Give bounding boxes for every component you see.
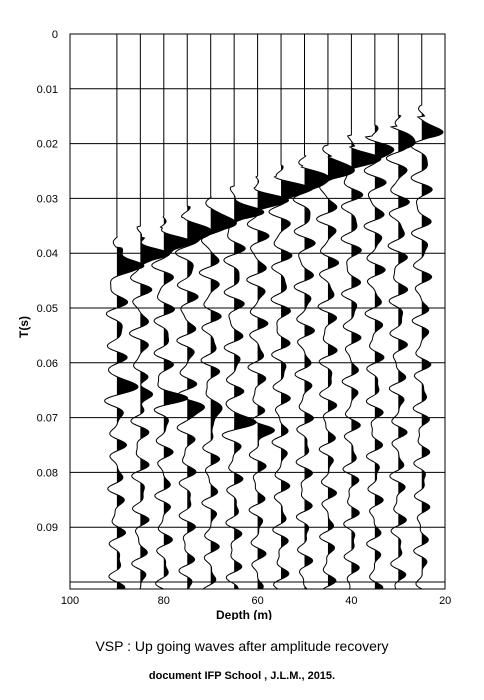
y-tick-label-1: 0.01 <box>37 84 58 96</box>
y-ticks: 0 0.01 0.02 0.03 0.04 0.05 0.06 0.07 0.08 0.09 <box>37 29 58 534</box>
y-tick-label-3: 0.03 <box>37 193 58 205</box>
traces <box>104 34 444 590</box>
y-tick-label-4: 0.04 <box>37 248 58 260</box>
trace-85 <box>129 34 171 590</box>
y-axis-label: T(s) <box>17 316 31 338</box>
trace-fill-50 <box>304 34 330 589</box>
trace-25 <box>410 34 444 590</box>
y-tick-label-9: 0.09 <box>37 522 58 534</box>
x-tick-label-0: 100 <box>61 595 79 607</box>
x-tick-label-1: 80 <box>158 595 170 607</box>
trace-fill-80 <box>163 34 192 589</box>
trace-fill-35 <box>374 34 394 589</box>
trace-75 <box>174 34 213 590</box>
trace-65 <box>221 34 265 590</box>
trace-50 <box>292 34 330 590</box>
y-tick-label-7: 0.07 <box>37 413 58 425</box>
x-tick-label-4: 20 <box>439 595 451 607</box>
trace-35 <box>363 34 395 590</box>
trace-80 <box>151 34 193 590</box>
x-tick-label-3: 40 <box>345 595 357 607</box>
trace-90 <box>104 34 145 590</box>
trace-45 <box>316 34 355 590</box>
trace-fill-55 <box>281 34 310 589</box>
trace-40 <box>340 34 382 590</box>
trace-30 <box>385 34 416 590</box>
y-tick-label-5: 0.05 <box>37 303 58 315</box>
x-tick-label-2: 60 <box>251 595 263 607</box>
trace-55 <box>268 34 311 590</box>
vsp-chart: 0 0.01 0.02 0.03 0.04 0.05 0.06 0.07 0.08 0.09 10… <box>17 29 452 620</box>
y-tick-label-8: 0.08 <box>37 467 58 479</box>
figure-caption: VSP : Up going waves after amplitude rec… <box>95 638 389 654</box>
trace-fill-90 <box>116 34 144 589</box>
trace-fill-25 <box>421 34 444 589</box>
figure-credit: document IFP School , J.L.M., 2015. <box>148 670 336 682</box>
x-axis-label: Depth (m) <box>216 608 272 620</box>
y-tick-label-2: 0.02 <box>37 139 58 151</box>
trace-fill-65 <box>234 34 264 589</box>
trace-70 <box>198 34 237 590</box>
trace-60 <box>246 34 290 590</box>
y-tick-label-6: 0.06 <box>37 358 58 370</box>
y-tick-label-0: 0 <box>52 29 58 41</box>
trace-fill-30 <box>398 34 416 589</box>
x-ticks: 100 80 60 40 20 <box>61 595 452 607</box>
